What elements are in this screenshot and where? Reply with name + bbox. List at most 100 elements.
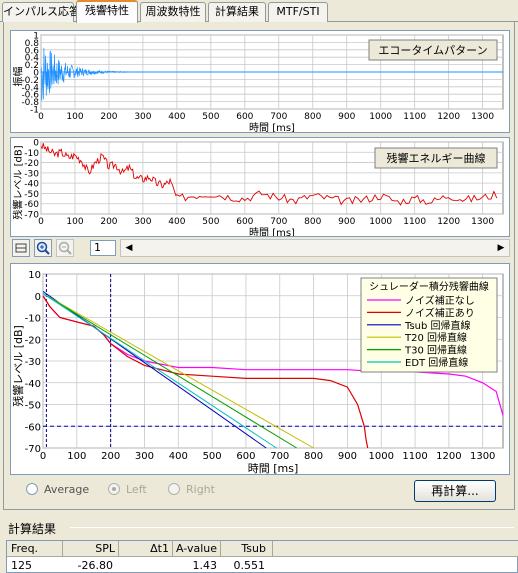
x-tick-label: 900	[338, 217, 355, 227]
x-tick-label: 900	[338, 112, 355, 122]
zoom-in-button[interactable]	[34, 239, 52, 257]
y-tick-label: 0.8	[25, 39, 40, 49]
x-tick-label: 200	[101, 451, 120, 462]
x-axis-label: 時間 [ms]	[249, 122, 295, 132]
chart-title-box	[368, 39, 498, 61]
legend-item: ノイズ補正なし	[405, 294, 475, 307]
tab-frequency-characteristics[interactable]: 周波数特性	[140, 2, 206, 22]
x-tick-label: 900	[338, 451, 357, 462]
x-tick-label: 700	[270, 451, 289, 462]
y-tick-label: -60	[25, 422, 41, 433]
left-option[interactable]: Left	[108, 483, 147, 496]
x-tick-label: 1200	[437, 112, 460, 122]
y-tick-label: 0.4	[25, 54, 40, 64]
y-tick-label: 0.6	[25, 46, 40, 56]
x-tick-label: 1200	[437, 217, 460, 227]
legend-item: T20 回帰直線	[404, 331, 467, 344]
x-tick-label: 100	[67, 451, 86, 462]
y-tick-label: -70	[24, 211, 39, 221]
x-axis-label: 時間 [ms]	[249, 227, 295, 236]
cell-freq: 125	[11, 559, 32, 572]
energy-chart-svg: 0 100 200 300 400 500 600 700 800 900 1000 1100 1200…	[12, 139, 504, 239]
column-header-spl[interactable]: SPL	[63, 541, 119, 557]
x-tick-label: 500	[202, 217, 219, 227]
y-axis-label: 振幅	[12, 67, 25, 87]
average-label: Average	[44, 483, 90, 496]
edt-regression-line	[42, 293, 277, 449]
scroll-left-icon[interactable]: ◀	[125, 243, 133, 253]
x-tick-label: 1300	[470, 451, 495, 462]
y-tick-label: -30	[24, 169, 39, 179]
average-option[interactable]: Average	[26, 483, 89, 496]
y-axis-label: 残響レベル [dB]	[12, 145, 25, 219]
y-tick-label: -70	[25, 444, 41, 455]
results-title: 計算結果	[8, 522, 57, 536]
left-radio[interactable]	[108, 483, 120, 495]
legend-item: Tsub 回帰直線	[404, 319, 471, 332]
x-tick-label: 100	[66, 217, 83, 227]
y-tick-label: -30	[25, 357, 41, 368]
y-tick-label: -40	[25, 379, 41, 390]
x-tick-label: 1100	[403, 217, 426, 227]
recalculate-button[interactable]: 再計算...	[414, 480, 496, 502]
y-tick-label: 10	[28, 270, 41, 281]
right-label: Right	[186, 483, 215, 496]
tab-calculation-results[interactable]: 計算結果	[208, 2, 266, 22]
x-tick-label: 0	[38, 112, 44, 122]
tsub-regression-line	[42, 290, 267, 449]
y-tick-label: -1	[30, 106, 39, 116]
left-label: Left	[126, 483, 147, 496]
column-header-freq[interactable]: Freq.	[7, 541, 63, 557]
y-tick-label: -10	[25, 314, 41, 325]
column-header-a-value[interactable]: A-value	[173, 541, 221, 557]
x-tick-label: 0	[40, 451, 46, 462]
fit-view-icon	[15, 243, 27, 253]
tab-mtf-sti[interactable]: MTF/STI	[268, 2, 328, 22]
section-divider	[70, 527, 514, 528]
x-tick-label: 800	[304, 112, 321, 122]
x-tick-label: 600	[236, 112, 253, 122]
x-tick-label: 400	[168, 217, 185, 227]
schroeder-chart: 0 100 200 300 400 500 600 700 800 900 1000 1100 1200…	[10, 263, 510, 475]
column-header-tsub[interactable]: Tsub	[221, 541, 273, 557]
y-tick-label: -50	[24, 190, 39, 200]
y-tick-label: -0.2	[21, 76, 39, 86]
zoom-in-icon	[36, 241, 50, 255]
y-tick-label: -10	[24, 149, 39, 159]
echo-time-pattern-chart: 0 100 200 300 400 500 600 700 800 900 1000 1100 1200…	[10, 30, 510, 134]
energy-curve	[40, 143, 498, 206]
y-tick-label: 0	[33, 69, 39, 79]
page-number-field[interactable]: 1	[90, 240, 116, 256]
zoom-out-button[interactable]	[56, 239, 74, 257]
y-tick-label: -0.8	[21, 98, 39, 108]
legend-item: ノイズ補正あり	[405, 306, 475, 319]
x-tick-label: 1000	[369, 217, 392, 227]
right-radio[interactable]	[168, 483, 180, 495]
y-tick-label: 0.2	[25, 61, 39, 71]
x-tick-label: 400	[169, 451, 188, 462]
x-tick-label: 200	[100, 112, 117, 122]
zoom-out-icon	[58, 241, 72, 255]
tab-impulse-response[interactable]: インパルス応答	[2, 2, 80, 22]
tab-reverb-characteristics[interactable]: 残響特性	[76, 0, 138, 23]
column-header-empty	[273, 541, 518, 557]
y-tick-label: 1	[33, 32, 39, 42]
right-option[interactable]: Right	[168, 483, 215, 496]
average-radio[interactable]	[26, 483, 38, 495]
x-tick-label: 1300	[471, 217, 494, 227]
x-tick-label: 0	[38, 217, 44, 227]
chart-title-box	[374, 147, 498, 169]
chart-title: 残響エネルギー曲線	[387, 151, 486, 165]
fit-view-button[interactable]	[12, 239, 30, 257]
legend-item: EDT 回帰直線	[405, 356, 468, 369]
x-tick-label: 1200	[436, 451, 461, 462]
y-tick-label: -60	[24, 200, 39, 210]
scroll-right-icon[interactable]: ▶	[497, 243, 505, 253]
echo-chart-svg: 0 100 200 300 400 500 600 700 800 900 1000 1100 1200…	[12, 32, 504, 134]
chart-toolbar: 1 ◀ ▶	[10, 238, 510, 258]
column-header-dt1[interactable]: Δt1	[119, 541, 173, 557]
x-tick-label: 700	[270, 112, 287, 122]
horizontal-scrollbar[interactable]: ◀ ▶	[120, 239, 510, 257]
x-tick-label: 1000	[369, 451, 394, 462]
